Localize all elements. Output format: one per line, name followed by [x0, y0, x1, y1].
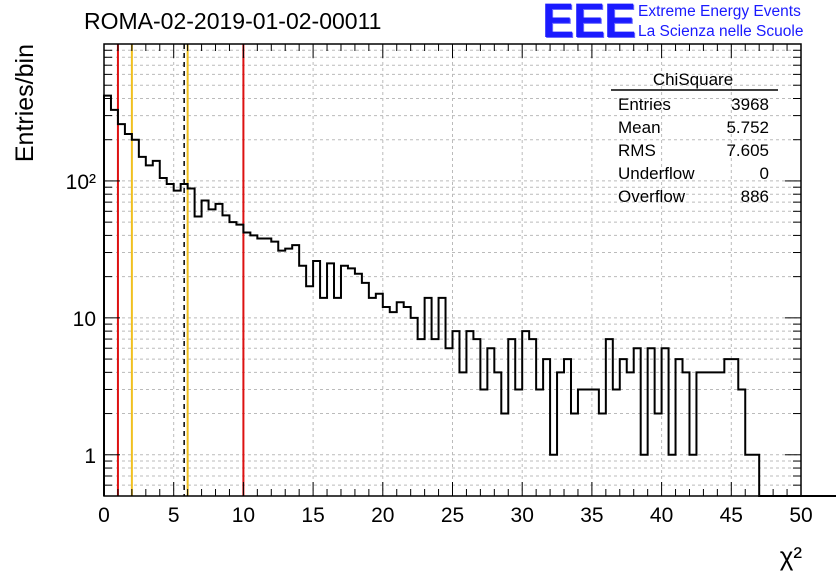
stats-title: ChiSquare: [653, 70, 733, 89]
axis-ticks: [103, 44, 802, 497]
x-tick-label: 25: [441, 504, 464, 527]
stats-box: ChiSquare Entries 3968 Mean 5.752 RMS 7.605 Un…: [611, 70, 778, 206]
x-tick-label: 20: [371, 504, 394, 527]
x-tick-labels: 0 5 10 15 20 25 30 35 40 45 50: [98, 504, 813, 527]
logo-mark: EEE: [542, 0, 636, 48]
stats-value: 886: [741, 187, 769, 206]
y-tick-labels: 1 10 10²: [66, 171, 96, 468]
histogram-outline: [103, 94, 836, 497]
x-tick-label: 40: [650, 504, 673, 527]
x-tick-label: 15: [301, 504, 324, 527]
x-tick-label: 0: [98, 504, 110, 527]
y-axis-label: Entries/bin: [11, 44, 39, 162]
grid: [104, 44, 801, 496]
eee-logo: EEE Extreme Energy Events La Scienza nel…: [540, 0, 830, 48]
stats-label: Entries: [618, 95, 671, 114]
x-tick-label: 30: [511, 504, 534, 527]
stats-label: RMS: [618, 141, 656, 160]
y-tick-label: 10: [73, 308, 96, 331]
y-tick-label: 10²: [66, 171, 96, 194]
stats-value: 0: [760, 164, 769, 183]
stats-label: Overflow: [618, 187, 686, 206]
x-axis-label: χ²: [780, 541, 803, 571]
x-tick-label: 50: [789, 504, 812, 527]
x-tick-label: 35: [580, 504, 603, 527]
stats-label: Underflow: [618, 164, 695, 183]
reference-lines: [116, 44, 245, 496]
logo-line-1: Extreme Energy Events: [638, 3, 801, 20]
stats-value: 3968: [731, 95, 769, 114]
x-tick-label: 45: [720, 504, 743, 527]
chart-title: ROMA-02-2019-01-02-00011: [84, 8, 382, 34]
stats-value: 5.752: [726, 118, 769, 137]
y-tick-label: 1: [84, 445, 96, 468]
stats-label: Mean: [618, 118, 661, 137]
x-tick-label: 10: [232, 504, 255, 527]
x-tick-label: 5: [168, 504, 180, 527]
stats-value: 7.605: [726, 141, 769, 160]
logo-line-2: La Scienza nelle Scuole: [638, 23, 804, 40]
